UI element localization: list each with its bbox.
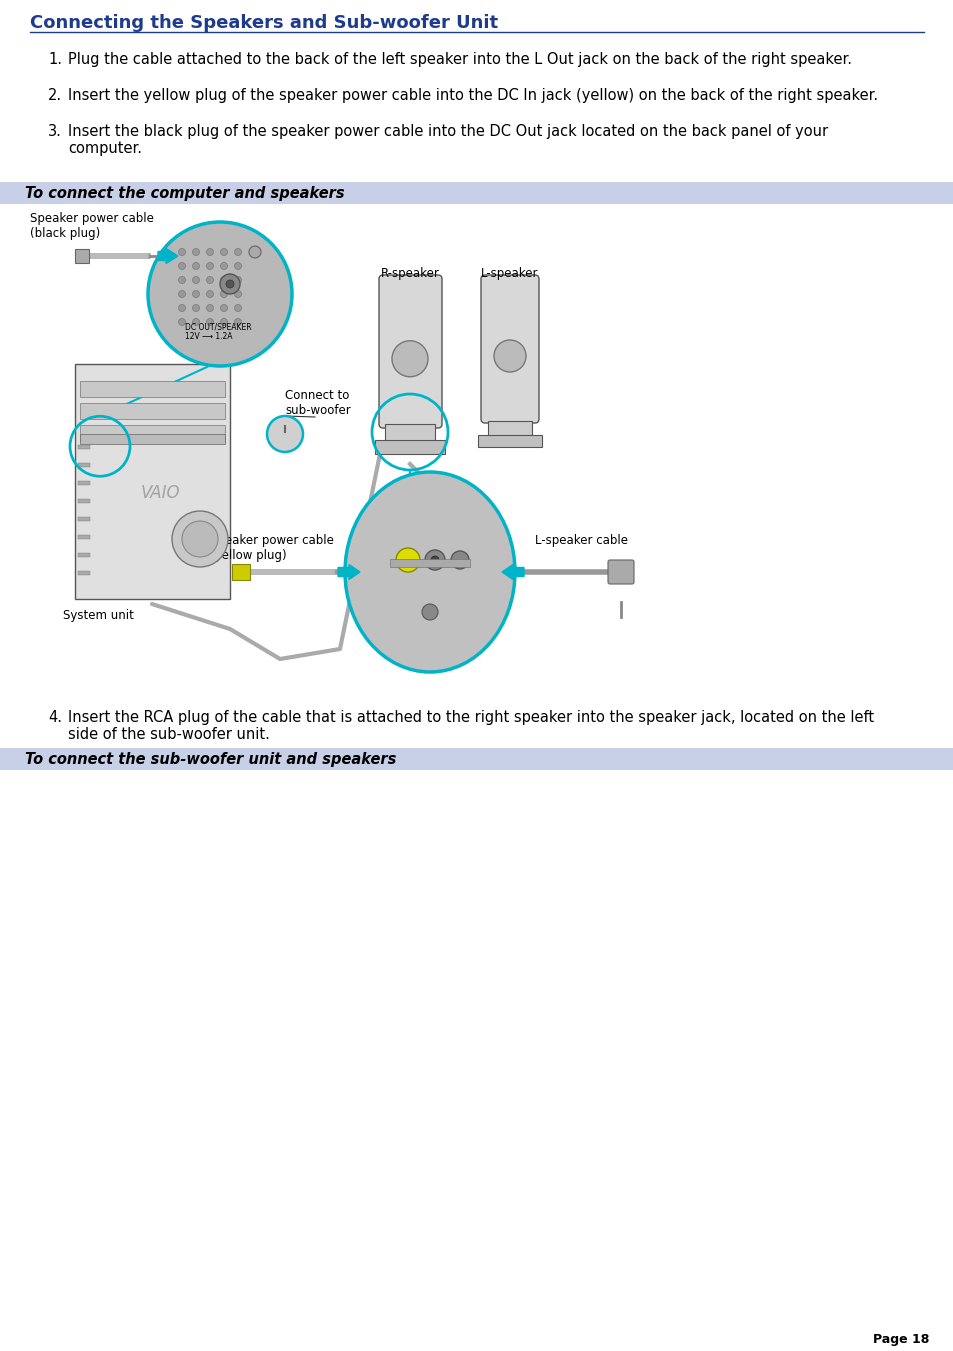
Text: L-speaker cable: L-speaker cable — [535, 534, 627, 547]
Bar — [78, 499, 90, 503]
Circle shape — [178, 319, 185, 326]
Circle shape — [206, 262, 213, 269]
Circle shape — [395, 549, 419, 571]
Text: 2.: 2. — [48, 88, 62, 103]
Circle shape — [178, 290, 185, 297]
Circle shape — [234, 262, 241, 269]
Circle shape — [234, 277, 241, 284]
Circle shape — [193, 304, 199, 312]
Text: side of the sub-woofer unit.: side of the sub-woofer unit. — [68, 727, 270, 742]
Circle shape — [234, 290, 241, 297]
Text: Plug the cable attached to the back of the left speaker into the L Out jack on t: Plug the cable attached to the back of t… — [68, 51, 851, 68]
Bar — [78, 517, 90, 521]
FancyArrow shape — [158, 249, 178, 263]
Circle shape — [234, 249, 241, 255]
Circle shape — [494, 340, 525, 372]
Circle shape — [193, 290, 199, 297]
Text: 4.: 4. — [48, 711, 62, 725]
Circle shape — [451, 551, 469, 569]
Text: To connect the computer and speakers: To connect the computer and speakers — [25, 186, 344, 201]
Bar — [385, 424, 435, 442]
Bar — [78, 553, 90, 557]
Bar — [488, 422, 532, 436]
Bar — [78, 444, 90, 449]
Bar — [80, 426, 225, 440]
Circle shape — [178, 304, 185, 312]
Circle shape — [421, 604, 437, 620]
Circle shape — [193, 277, 199, 284]
Circle shape — [206, 277, 213, 284]
Circle shape — [178, 262, 185, 269]
Bar — [78, 463, 90, 467]
Bar — [78, 535, 90, 539]
Text: Insert the yellow plug of the speaker power cable into the DC In jack (yellow) o: Insert the yellow plug of the speaker po… — [68, 88, 877, 103]
Circle shape — [424, 550, 444, 570]
FancyBboxPatch shape — [607, 561, 634, 584]
Circle shape — [182, 521, 218, 557]
Circle shape — [392, 340, 428, 377]
Text: Speaker power cable
(yellow plug): Speaker power cable (yellow plug) — [210, 534, 334, 562]
Text: Insert the RCA plug of the cable that is attached to the right speaker into the : Insert the RCA plug of the cable that is… — [68, 711, 873, 725]
Bar — [78, 481, 90, 485]
Circle shape — [220, 277, 227, 284]
Text: Connect to
sub-woofer: Connect to sub-woofer — [285, 389, 351, 417]
Circle shape — [178, 249, 185, 255]
Text: Insert the black plug of the speaker power cable into the DC Out jack located on: Insert the black plug of the speaker pow… — [68, 124, 827, 157]
FancyBboxPatch shape — [75, 363, 230, 598]
Circle shape — [193, 262, 199, 269]
FancyBboxPatch shape — [378, 276, 441, 428]
Circle shape — [220, 290, 227, 297]
Bar — [0, 748, 953, 770]
Text: R-speaker: R-speaker — [380, 267, 439, 280]
Circle shape — [193, 319, 199, 326]
Text: L-speaker: L-speaker — [480, 267, 538, 280]
Bar — [80, 381, 225, 397]
Text: System unit: System unit — [63, 609, 133, 621]
Text: 1.: 1. — [48, 51, 62, 68]
Bar — [410, 647, 450, 667]
Bar — [232, 563, 250, 580]
Ellipse shape — [345, 471, 515, 671]
FancyArrow shape — [501, 565, 523, 580]
Text: Speaker power cable
(black plug): Speaker power cable (black plug) — [30, 212, 153, 240]
Bar — [80, 434, 225, 444]
Circle shape — [226, 280, 233, 288]
Circle shape — [220, 249, 227, 255]
Bar — [375, 440, 444, 454]
Text: 3.: 3. — [48, 124, 62, 139]
Circle shape — [206, 249, 213, 255]
Bar — [0, 182, 953, 204]
Circle shape — [220, 304, 227, 312]
Circle shape — [220, 319, 227, 326]
Bar — [477, 435, 541, 447]
Circle shape — [206, 304, 213, 312]
Bar — [390, 559, 470, 567]
Circle shape — [220, 274, 240, 295]
Circle shape — [172, 511, 228, 567]
Circle shape — [234, 304, 241, 312]
Circle shape — [431, 557, 438, 563]
Text: VAIO: VAIO — [140, 484, 180, 503]
Bar — [80, 403, 225, 419]
Circle shape — [193, 249, 199, 255]
Circle shape — [234, 319, 241, 326]
Circle shape — [178, 277, 185, 284]
Text: DC OUT/SPEAKER
12V ⟶ 1.2A: DC OUT/SPEAKER 12V ⟶ 1.2A — [185, 322, 252, 342]
Text: Page 18: Page 18 — [872, 1333, 928, 1346]
Bar — [78, 571, 90, 576]
Bar — [75, 249, 89, 263]
Circle shape — [220, 262, 227, 269]
Circle shape — [148, 222, 292, 366]
FancyArrow shape — [337, 565, 359, 580]
Circle shape — [249, 246, 261, 258]
Circle shape — [267, 416, 303, 453]
FancyBboxPatch shape — [480, 276, 538, 423]
Circle shape — [206, 319, 213, 326]
Text: Connecting the Speakers and Sub-woofer Unit: Connecting the Speakers and Sub-woofer U… — [30, 14, 497, 32]
Circle shape — [206, 290, 213, 297]
Text: To connect the sub-woofer unit and speakers: To connect the sub-woofer unit and speak… — [25, 753, 395, 767]
